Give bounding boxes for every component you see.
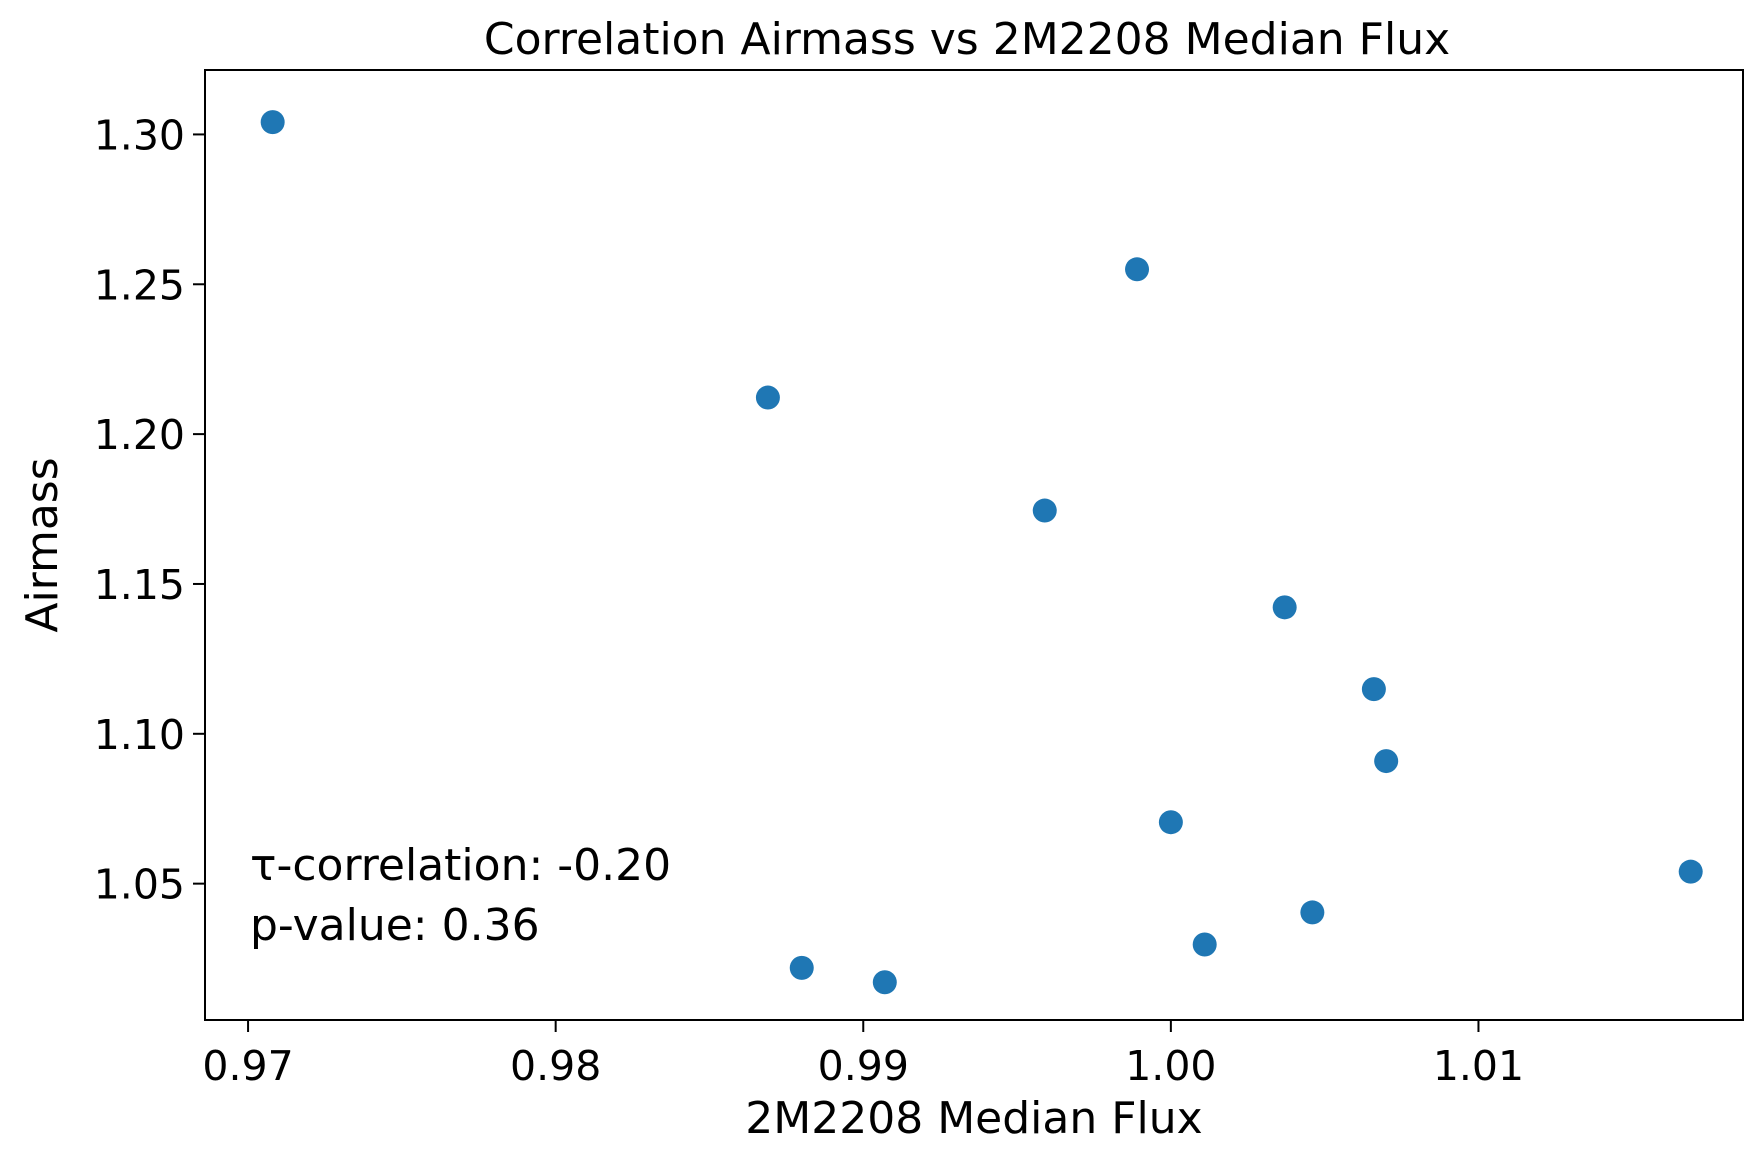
data-point [1192,932,1217,957]
data-point [1300,900,1325,925]
y-axis-label: Airmass [17,457,68,632]
y-tick-label: 1.10 [94,711,185,759]
x-tick-label: 1.00 [1125,1042,1216,1090]
data-point [260,110,285,135]
chart-title: Correlation Airmass vs 2M2208 Median Flu… [484,14,1450,65]
x-axis-label: 2M2208 Median Flux [745,1093,1202,1144]
data-point [872,970,897,995]
x-tick-label: 1.01 [1433,1042,1524,1090]
data-point [1374,749,1399,774]
y-tick-label: 1.30 [94,111,185,159]
data-point [1678,859,1703,884]
y-tick-label: 1.05 [94,861,185,909]
axis-ticks: 0.97 0.98 0.99 1.00 1.01 1.05 1.10 1.15 1.20 1.25… [94,111,1524,1090]
data-point [755,385,780,410]
y-tick-label: 1.20 [94,411,185,459]
x-tick-label: 0.98 [510,1042,601,1090]
data-point [1125,257,1150,282]
plot-frame [204,69,1744,1021]
tau-correlation-annotation: τ-correlation: -0.20 [250,840,671,891]
data-points [260,110,1703,995]
data-point [1032,498,1057,523]
x-tick-label: 0.99 [818,1042,909,1090]
x-tick-label: 0.97 [202,1042,293,1090]
data-point [789,955,814,980]
data-point [1272,595,1297,620]
y-tick-label: 1.25 [94,261,185,309]
y-tick-label: 1.15 [94,561,185,609]
data-point [1361,677,1386,702]
p-value-annotation: p-value: 0.36 [250,900,540,951]
data-point [1158,810,1183,835]
